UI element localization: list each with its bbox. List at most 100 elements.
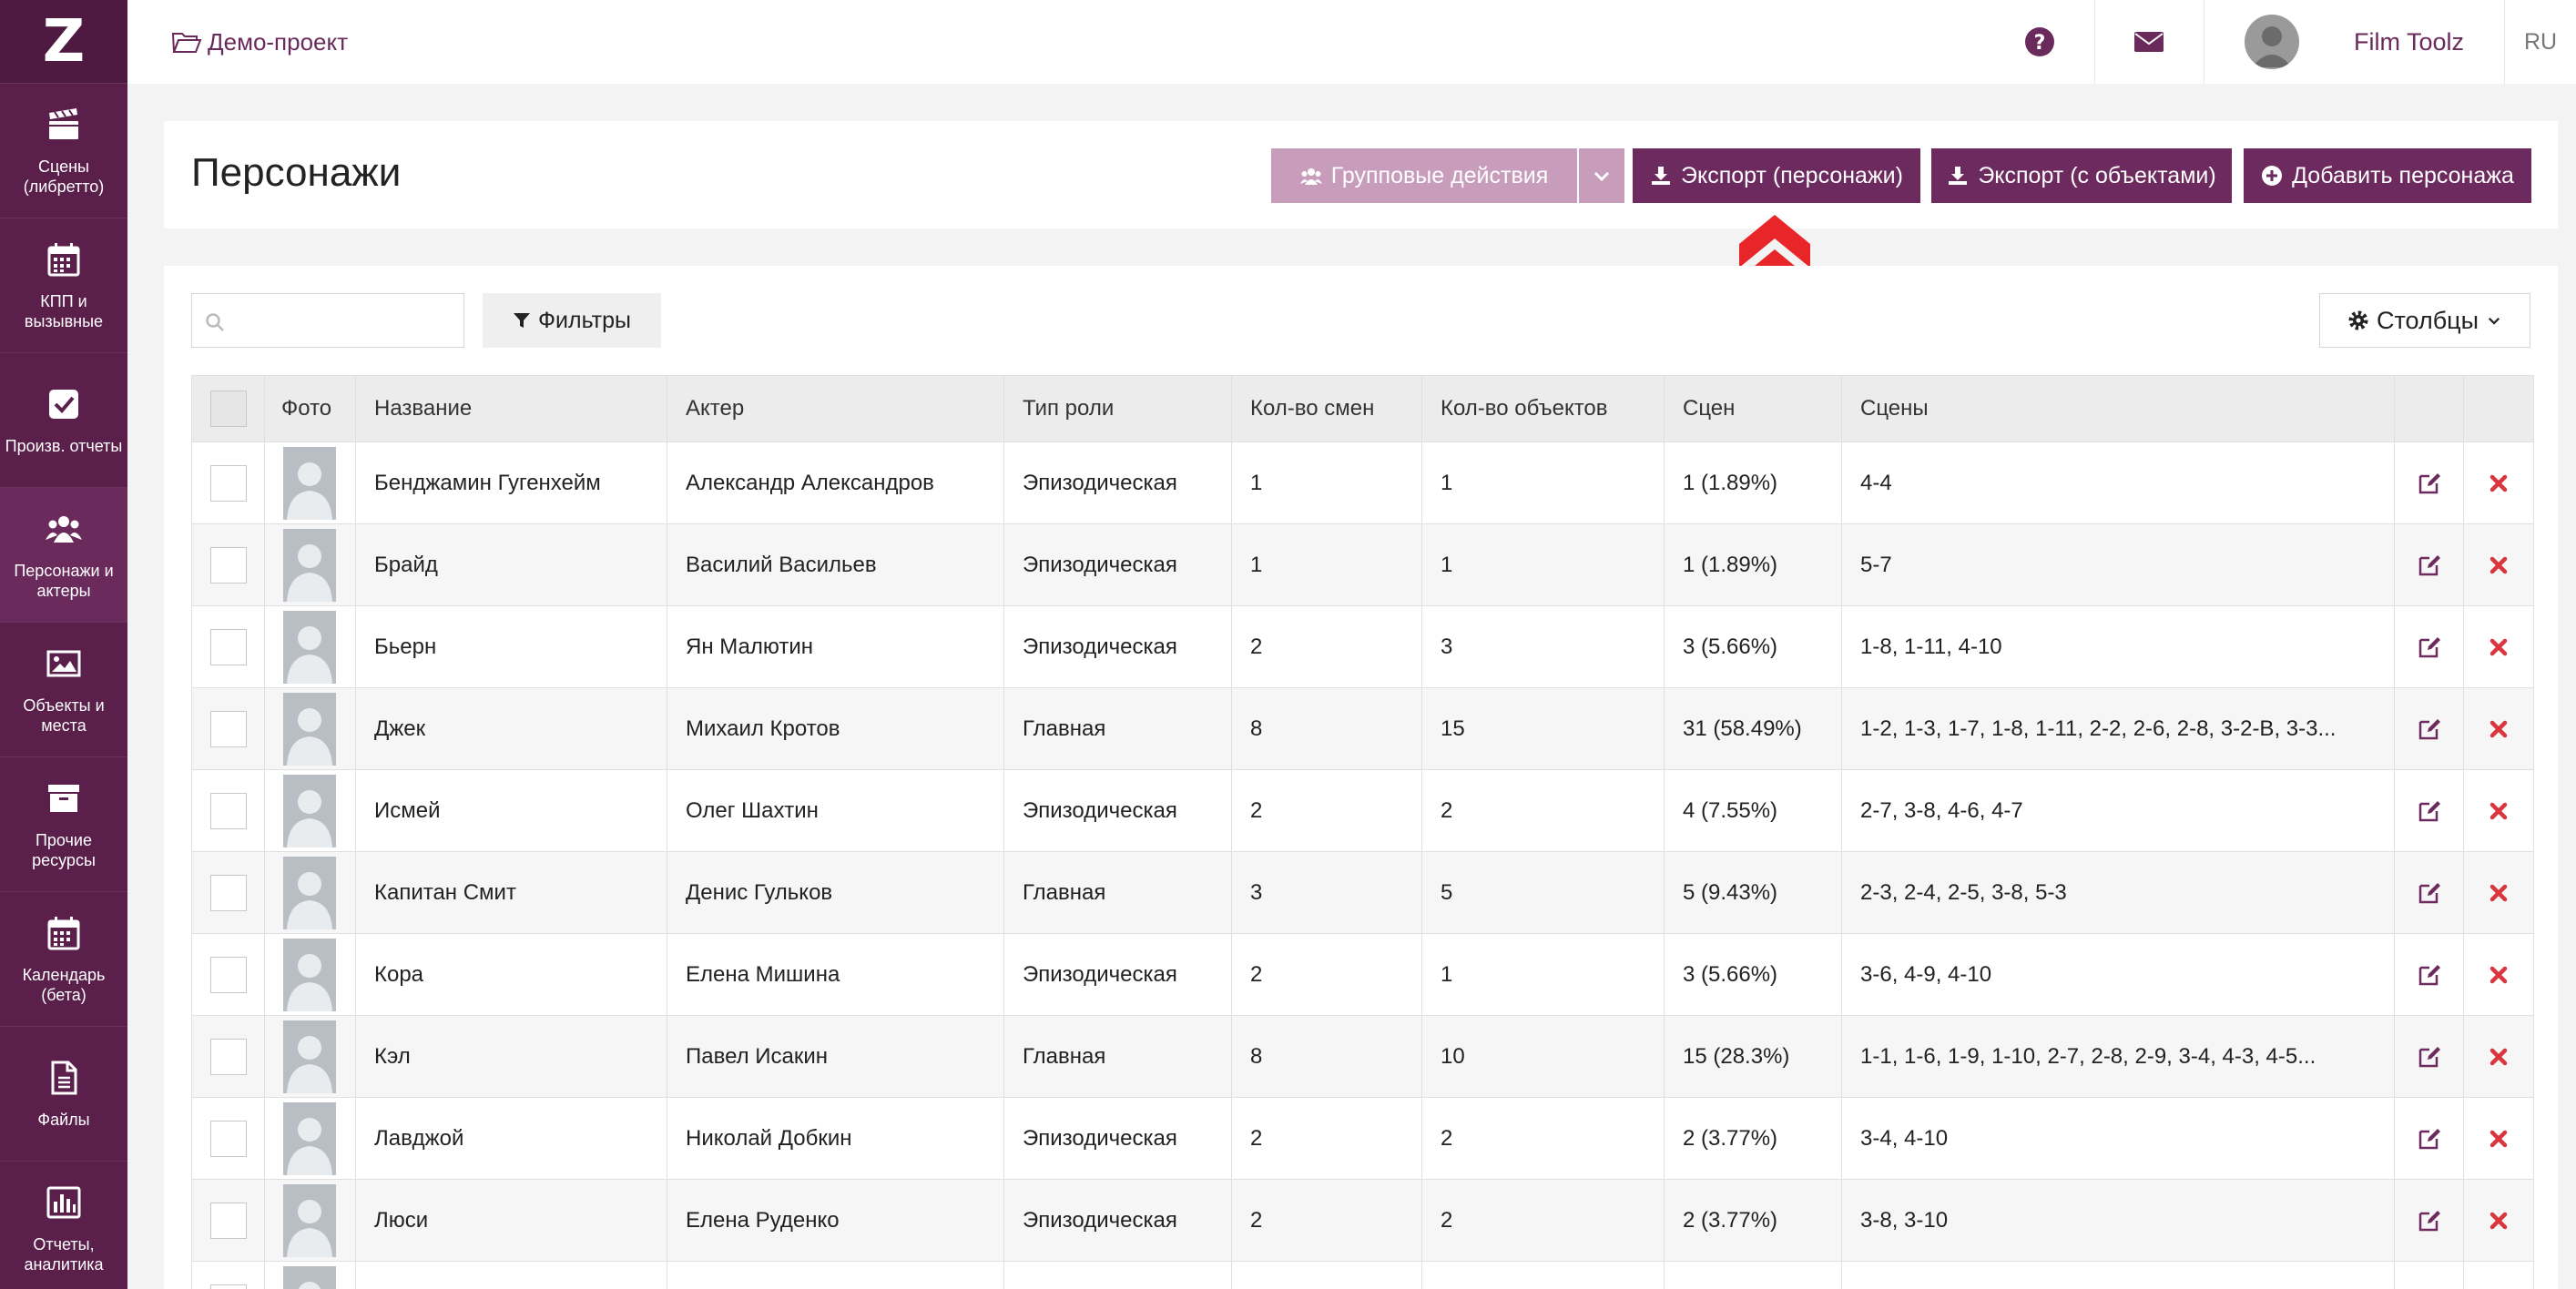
table-row[interactable]: Бьерн Ян Малютин Эпизодическая 2 3 3 (5.66%) 1… <box>191 605 2534 688</box>
sidebar-item-calendar[interactable]: Календарь (бета) <box>0 892 127 1027</box>
project-link[interactable]: Демо-проект <box>171 28 348 56</box>
character-photo[interactable] <box>283 1183 336 1257</box>
delete-button[interactable] <box>2463 605 2534 688</box>
table-row[interactable]: Лавджой Николай Добкин Эпизодическая 2 2 2 (3… <box>191 1097 2534 1180</box>
edit-button[interactable] <box>2394 1097 2464 1180</box>
delete-button[interactable] <box>2463 769 2534 852</box>
table-row[interactable]: Джек Михаил Кротов Главная 8 15 31 (58.49%) 1-… <box>191 687 2534 770</box>
scenes-cell: 1-8, 1-11, 4-10 <box>1841 605 2395 688</box>
group-actions-dropdown-button[interactable] <box>1579 148 1624 203</box>
table-row[interactable]: Капитан Смит Денис Гульков Главная 3 5 5 (9.4… <box>191 851 2534 934</box>
row-checkbox[interactable] <box>209 1038 247 1075</box>
character-photo[interactable] <box>283 610 336 684</box>
sidebar-item-kpp[interactable]: КПП и вызывные <box>0 218 127 353</box>
column-header-shifts[interactable]: Кол-во смен <box>1231 375 1422 442</box>
delete-button[interactable] <box>2463 851 2534 934</box>
column-header-photo[interactable]: Фото <box>264 375 356 442</box>
character-photo[interactable] <box>283 1020 336 1093</box>
sidebar-item-files[interactable]: Файлы <box>0 1027 127 1162</box>
row-checkbox[interactable] <box>209 628 247 665</box>
placeholder-person-icon <box>283 610 336 684</box>
row-checkbox[interactable] <box>209 464 247 502</box>
character-photo[interactable] <box>283 528 336 602</box>
edit-button[interactable] <box>2394 687 2464 770</box>
filters-button[interactable]: Фильтры <box>483 293 661 348</box>
app-logo[interactable]: Z <box>0 0 127 84</box>
sidebar-item-objects[interactable]: Объекты и места <box>0 623 127 757</box>
delete-button[interactable] <box>2463 523 2534 606</box>
character-photo[interactable] <box>283 856 336 929</box>
table-row[interactable]: Брайд Василий Васильев Эпизодическая 1 1 1 (1… <box>191 523 2534 606</box>
sidebar-item-resources[interactable]: Прочие ресурсы <box>0 757 127 892</box>
column-header-scenes-count[interactable]: Сцен <box>1664 375 1842 442</box>
table-row[interactable]: Исмей Олег Шахтин Эпизодическая 2 2 4 (7.55%)… <box>191 769 2534 852</box>
avatar <box>2244 15 2299 69</box>
export-with-objects-button[interactable]: Экспорт (с объектами) <box>1931 148 2232 203</box>
export-characters-button[interactable]: Экспорт (персонажи) <box>1633 148 1920 203</box>
character-photo[interactable] <box>283 774 336 847</box>
sidebar-item-analytics[interactable]: Отчеты, аналитика <box>0 1162 127 1289</box>
row-checkbox[interactable] <box>209 1202 247 1239</box>
user-menu[interactable]: Film Toolz <box>2204 0 2505 84</box>
group-actions-button[interactable]: Групповые действия <box>1271 148 1577 203</box>
table-row[interactable]: Бенджамин Гугенхейм Александр Александров… <box>191 442 2534 524</box>
table-row[interactable]: Кора Елена Мишина Эпизодическая 2 1 3 (5.66%)… <box>191 933 2534 1016</box>
delete-button[interactable] <box>2463 933 2534 1016</box>
scenes-count-cell: 15 (28.3%) <box>1664 1015 1842 1098</box>
scenes-cell: 3-6, 4-9, 4-10 <box>1841 933 2395 1016</box>
search-input[interactable] <box>232 294 460 347</box>
row-checkbox[interactable] <box>209 710 247 747</box>
character-photo[interactable] <box>283 692 336 766</box>
column-header-name[interactable]: Название <box>355 375 667 442</box>
row-checkbox[interactable] <box>209 1284 247 1289</box>
row-checkbox[interactable] <box>209 1120 247 1157</box>
edit-button[interactable] <box>2394 769 2464 852</box>
language-switcher[interactable]: RU <box>2523 28 2558 55</box>
character-photo[interactable] <box>283 446 336 520</box>
actor-cell <box>667 1261 1004 1289</box>
column-header-objects[interactable]: Кол-во объектов <box>1421 375 1665 442</box>
column-header-actor[interactable]: Актер <box>667 375 1004 442</box>
help-button[interactable]: ? <box>1986 0 2095 84</box>
character-photo[interactable] <box>283 1101 336 1175</box>
edit-button[interactable] <box>2394 851 2464 934</box>
edit-button[interactable] <box>2394 933 2464 1016</box>
edit-button[interactable] <box>2394 523 2464 606</box>
messages-button[interactable] <box>2095 0 2204 84</box>
row-checkbox[interactable] <box>209 546 247 584</box>
row-checkbox[interactable] <box>209 792 247 829</box>
table-row[interactable]: Люси Елена Руденко Эпизодическая 2 2 2 (3.77%… <box>191 1179 2534 1262</box>
delete-button[interactable] <box>2463 1261 2534 1289</box>
search-box[interactable] <box>191 293 464 348</box>
delete-button[interactable] <box>2463 687 2534 770</box>
edit-button[interactable] <box>2394 1015 2464 1098</box>
select-all-checkbox[interactable] <box>209 391 247 427</box>
column-header-scenes[interactable]: Сцены <box>1841 375 2395 442</box>
table-row[interactable]: Кэл Павел Исакин Главная 8 10 15 (28.3%) 1-1, … <box>191 1015 2534 1098</box>
edit-button[interactable] <box>2394 1179 2464 1262</box>
edit-icon <box>2418 636 2440 658</box>
edit-button[interactable] <box>2394 605 2464 688</box>
table-row[interactable] <box>191 1261 2534 1289</box>
row-checkbox[interactable] <box>209 956 247 993</box>
columns-button[interactable]: Столбцы <box>2319 293 2530 348</box>
column-header-role-type[interactable]: Тип роли <box>1003 375 1232 442</box>
top-bar: Демо-проект ? Film Toolz RU <box>127 0 2576 84</box>
character-photo[interactable] <box>283 1265 336 1289</box>
delete-button[interactable] <box>2463 442 2534 524</box>
logo-text: Z <box>42 7 86 76</box>
row-select-cell <box>191 605 265 688</box>
sidebar-item-scenes[interactable]: Сцены (либретто) <box>0 84 127 218</box>
shifts-cell: 1 <box>1231 523 1422 606</box>
sidebar-item-reports[interactable]: Произв. отчеты <box>0 353 127 488</box>
character-photo[interactable] <box>283 938 336 1011</box>
delete-button[interactable] <box>2463 1179 2534 1262</box>
delete-button[interactable] <box>2463 1097 2534 1180</box>
row-checkbox[interactable] <box>209 874 247 911</box>
role-type-cell: Эпизодическая <box>1003 933 1232 1016</box>
delete-button[interactable] <box>2463 1015 2534 1098</box>
add-character-button[interactable]: Добавить персонажа <box>2244 148 2531 203</box>
edit-button[interactable] <box>2394 442 2464 524</box>
edit-button[interactable] <box>2394 1261 2464 1289</box>
sidebar-item-characters[interactable]: Персонажи и актеры <box>0 488 127 623</box>
